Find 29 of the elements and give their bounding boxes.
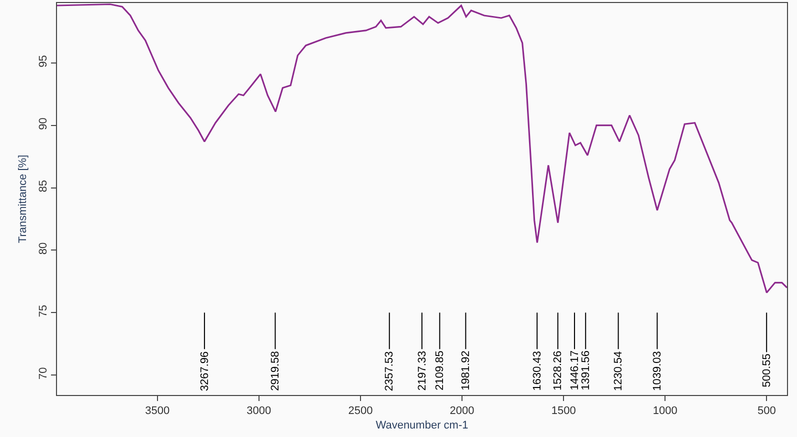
ref-line-label: 1981.92 <box>460 350 472 390</box>
x-tick-label: 1000 <box>652 405 678 418</box>
ref-line-label: 3267.96 <box>198 351 211 392</box>
ref-line-label: 2919.58 <box>270 351 282 391</box>
x-tick-label: 2000 <box>450 405 474 418</box>
ref-line-label: 1230.54 <box>612 351 625 391</box>
x-tick-label: 1500 <box>551 405 576 418</box>
x-axis-title: Wavenumber cm-1 <box>376 419 468 432</box>
ref-line-label: 1446.17 <box>568 350 581 390</box>
y-tick-label: 95 <box>38 55 50 68</box>
y-tick-label: 85 <box>38 180 50 192</box>
y-tick-label: 80 <box>38 242 50 255</box>
ref-line-label: 500.55 <box>760 354 773 388</box>
ref-line-label: 1528.26 <box>552 350 564 391</box>
y-axis-title: Transmittance [%] <box>17 154 30 244</box>
x-tick-label: 2500 <box>348 405 373 418</box>
line-series <box>57 3 787 294</box>
y-tick-label: 70 <box>38 367 50 380</box>
ref-line-label: 2109.85 <box>434 350 446 390</box>
ref-line-label: 2357.53 <box>384 351 396 392</box>
x-tick-label: 3000 <box>246 405 272 418</box>
ref-line-label: 1391.56 <box>580 350 592 390</box>
ref-line-label: 2197.33 <box>416 350 428 391</box>
y-tick-label: 75 <box>38 304 50 318</box>
ref-line-label: 1630.43 <box>531 350 544 391</box>
ref-line-label: 1039.03 <box>652 351 664 391</box>
y-tick-label: 90 <box>38 118 50 130</box>
x-tick-label: 3500 <box>145 405 170 418</box>
x-tick-label: 500 <box>758 405 776 418</box>
